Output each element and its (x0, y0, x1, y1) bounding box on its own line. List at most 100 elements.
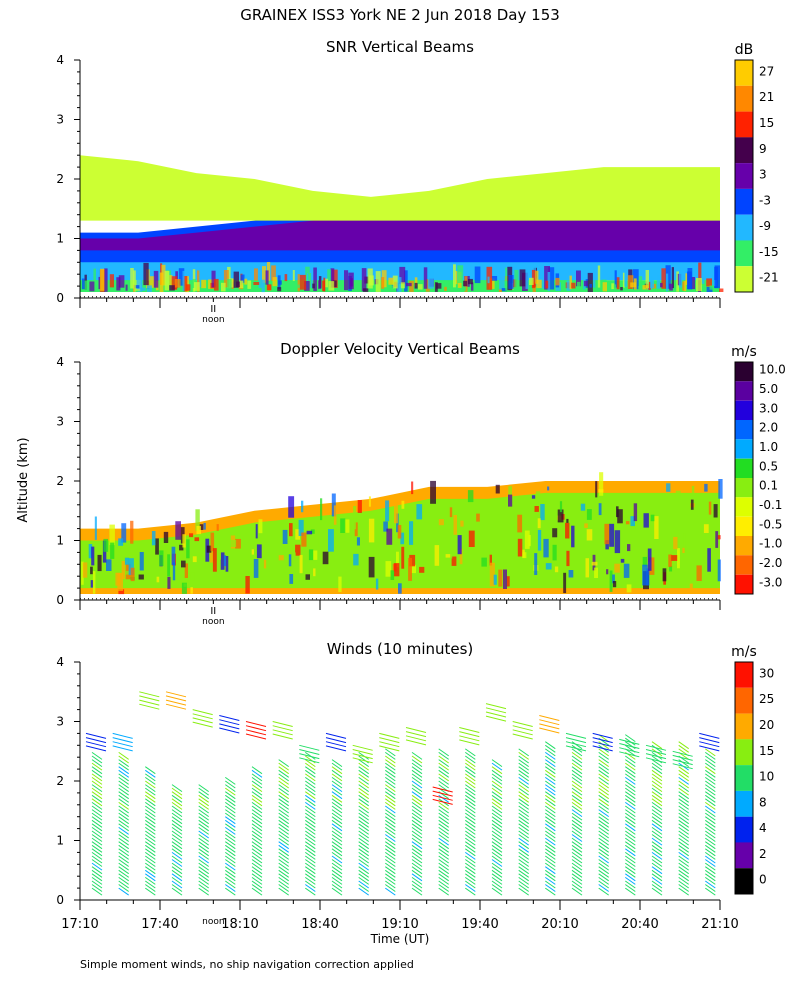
wind-barb-upper (619, 738, 640, 745)
wind-barb (331, 859, 343, 867)
texture-cell (118, 275, 125, 288)
wind-barb-upper (565, 732, 587, 739)
wind-barb (598, 791, 609, 800)
texture-cell (583, 271, 586, 290)
wind-barb (145, 848, 156, 857)
texture-cell (630, 516, 635, 527)
wind-barb (571, 855, 583, 864)
wind-barb (225, 887, 236, 896)
wind-barb (118, 769, 129, 778)
wind-barb (145, 841, 156, 850)
wind-barb (545, 784, 556, 793)
texture-cell (535, 491, 541, 498)
texture-cell (712, 263, 715, 286)
colorbar-label: 2.0 (759, 421, 778, 435)
wind-barb (358, 776, 369, 785)
texture-cell (183, 276, 188, 292)
wind-barb (598, 812, 609, 821)
wind-barb (465, 791, 476, 800)
wind-barb (491, 766, 503, 775)
wind-barb (305, 809, 316, 818)
wind-barb (171, 862, 183, 871)
wind-barb (705, 844, 716, 853)
texture-cell (476, 513, 480, 522)
texture-cell (418, 284, 423, 290)
wind-barb (385, 812, 396, 821)
colorbar-frame (734, 661, 754, 895)
texture-cell (308, 549, 314, 561)
wind-barb (518, 859, 529, 867)
texture-cell (104, 268, 108, 292)
wind-barb (518, 794, 529, 803)
wind-barb (358, 862, 369, 871)
wind-barb (678, 823, 689, 832)
wind-barb-upper (512, 721, 533, 727)
texture-cell (318, 280, 322, 289)
wind-barb (438, 876, 449, 885)
wind-barb (705, 787, 716, 796)
wind-barb-upper (299, 749, 320, 755)
wind-barb (571, 826, 583, 835)
wind-barb (225, 851, 236, 860)
wind-barb (678, 880, 689, 889)
texture-cell (630, 282, 637, 288)
wind-barb (705, 862, 716, 871)
wind-barb (598, 816, 609, 825)
wind-barb (118, 809, 129, 818)
wind-barb (305, 801, 316, 810)
wind-barb (91, 819, 103, 828)
wind-barb (438, 859, 449, 867)
texture-cell (301, 500, 304, 513)
wind-barb (598, 826, 609, 835)
wind-barb-upper (219, 719, 240, 726)
wind-barb (251, 830, 263, 839)
texture-cell (298, 519, 304, 536)
noon-label: noon (202, 917, 224, 927)
wind-barb (491, 844, 503, 853)
wind-barb (465, 751, 476, 760)
wind-barb (251, 837, 263, 846)
colorbar-swatch (735, 739, 753, 766)
texture-cell (121, 560, 126, 580)
wind-barb (118, 784, 129, 793)
wind-barb (598, 884, 609, 892)
wind-barb (331, 794, 343, 803)
texture-cell (534, 553, 538, 575)
wind-barb (198, 887, 209, 896)
wind-barb-upper (459, 727, 480, 733)
wind-profile (112, 732, 133, 896)
texture-cell (455, 271, 458, 285)
texture-cell (453, 515, 457, 535)
wind-barb (411, 769, 423, 778)
wind-barb (571, 776, 583, 785)
wind-barb-upper (592, 745, 613, 752)
wind-barb (465, 816, 476, 825)
wind-barb-upper (192, 721, 213, 728)
wind-barb-upper (272, 725, 293, 732)
wind-barb (91, 830, 103, 839)
texture-cell (396, 551, 399, 568)
texture-cell (647, 548, 652, 571)
wind-barb (331, 848, 343, 857)
wind-barb (438, 780, 449, 789)
texture-cell (109, 524, 115, 546)
wind-barb (545, 759, 556, 768)
wind-barb (171, 887, 183, 896)
wind-barb (598, 741, 609, 750)
texture-cell (175, 521, 181, 540)
wind-barb (411, 816, 423, 825)
wind-barb (571, 759, 583, 768)
wind-barb (225, 798, 236, 807)
wind-barb (545, 866, 556, 875)
texture-cell (585, 558, 589, 578)
wind-barb (251, 801, 263, 810)
wind-barb (651, 837, 663, 846)
wind-barb (411, 887, 423, 896)
wind-barb (198, 791, 209, 800)
wind-barb (278, 844, 289, 853)
texture-cell (109, 274, 114, 288)
texture-cell (386, 528, 393, 545)
wind-barb (438, 805, 449, 814)
wind-barb (705, 841, 716, 850)
wind-barb (145, 776, 156, 785)
